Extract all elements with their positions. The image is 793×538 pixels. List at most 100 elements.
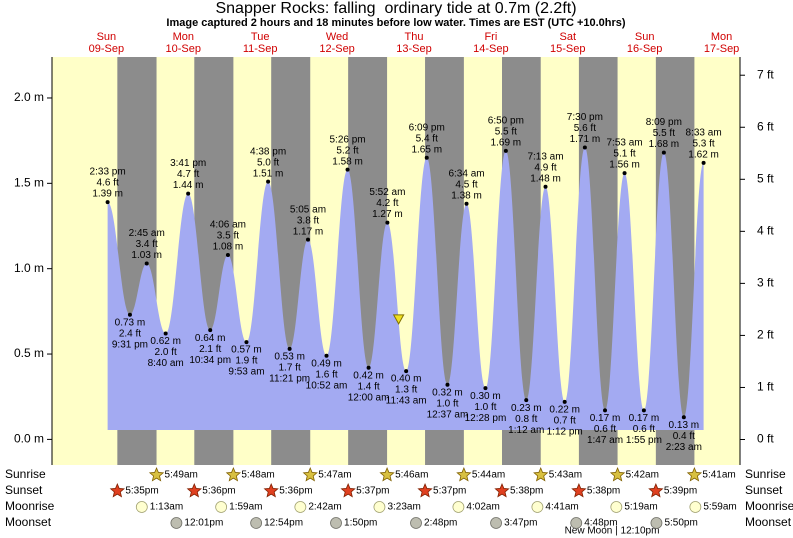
tide-height-ft: 3.8 ft (297, 215, 319, 226)
moonrise-icon (294, 501, 307, 513)
tide-time: 5:05 am (290, 204, 326, 215)
tide-point (445, 382, 450, 387)
day-date: 16-Sep (627, 43, 662, 55)
sunrise-icon (379, 466, 395, 482)
moonrise-time: 2:42am (308, 502, 341, 513)
tide-time: 6:09 pm (409, 122, 445, 133)
tide-height-ft: 2.4 ft (119, 328, 141, 339)
y2-tick-label: 5 ft (757, 171, 774, 185)
tide-height-m: 1.44 m (173, 180, 204, 191)
tide-point (701, 160, 706, 165)
row-label-left: Sunset (5, 483, 43, 497)
tide-height-m: 0.64 m (195, 333, 226, 344)
sunset-icon (340, 482, 356, 498)
tide-time: 2:23 am (666, 442, 702, 453)
tide-point (345, 167, 350, 172)
moonrise-time: 4:41am (545, 502, 578, 513)
tide-time: 10:34 pm (189, 355, 231, 366)
day-date: 15-Sep (550, 43, 585, 55)
row-label-left: Sunrise (5, 467, 46, 481)
tide-point (543, 184, 548, 189)
tide-point (641, 408, 646, 413)
tide-height-m: 0.17 m (629, 413, 660, 424)
tide-point (464, 201, 469, 206)
tide-time: 8:33 am (686, 127, 722, 138)
tide-point (266, 179, 271, 184)
tide-height-ft: 4.6 ft (96, 178, 118, 189)
sunrise-time: 5:42am (626, 470, 659, 481)
tide-point (287, 346, 292, 351)
tide-height-ft: 4.9 ft (534, 162, 556, 173)
tide-height-m: 0.40 m (391, 374, 422, 385)
sunrise-time: 5:44am (472, 470, 505, 481)
tide-height-ft: 5.6 ft (574, 123, 596, 134)
moonrise-icon (135, 501, 148, 513)
tide-point (483, 386, 488, 391)
moonset-icon (570, 517, 583, 529)
sunset-time: 5:35pm (125, 486, 158, 497)
tide-point (562, 399, 567, 404)
tide-height-ft: 0.7 ft (554, 415, 576, 426)
tide-height-m: 0.17 m (590, 413, 621, 424)
moonrise-icon (689, 501, 702, 513)
sunset-icon (648, 482, 664, 498)
tide-height-ft: 5.0 ft (257, 157, 279, 168)
tide-height-ft: 5.5 ft (495, 127, 517, 138)
tide-height-ft: 5.3 ft (692, 138, 714, 149)
sunset-icon (186, 482, 202, 498)
tide-height-ft: 4.7 ft (177, 169, 199, 180)
moonset-time: 12:01pm (184, 518, 223, 529)
moonrise-icon (452, 501, 465, 513)
moonrise-time: 3:23am (387, 502, 420, 513)
tide-height-ft: 4.2 ft (376, 198, 398, 209)
moonrise-time: 5:59am (703, 502, 736, 513)
y2-tick-label: 1 ft (757, 380, 774, 394)
tide-height-ft: 2.0 ft (155, 347, 177, 358)
tide-height-m: 1.51 m (253, 168, 284, 179)
sunrise-icon (148, 466, 165, 482)
sunrise-icon (533, 466, 549, 482)
tide-time: 12:28 pm (465, 413, 507, 424)
tide-time: 8:09 pm (646, 117, 682, 128)
tide-height-m: 0.23 m (511, 403, 542, 414)
tide-point (503, 148, 508, 153)
moonrise-icon (215, 501, 228, 513)
day-name: Sat (560, 31, 577, 43)
sunset-time: 5:37pm (356, 486, 389, 497)
tide-area (107, 147, 704, 430)
tide-height-ft: 0.8 ft (515, 414, 537, 425)
tide-height-m: 0.22 m (549, 404, 580, 415)
tide-height-m: 0.30 m (470, 391, 501, 402)
sunset-time: 5:36pm (279, 486, 312, 497)
tide-height-m: 0.32 m (432, 387, 463, 398)
day-date: 11-Sep (243, 43, 278, 55)
tide-height-m: 0.73 m (115, 317, 146, 328)
tide-height-ft: 0.6 ft (594, 424, 616, 435)
sunset-time: 5:39pm (664, 486, 697, 497)
tide-point (244, 340, 249, 345)
moonrise-time: 5:19am (624, 502, 657, 513)
day-name: Wed (326, 31, 348, 43)
tide-point (603, 408, 608, 413)
tide-height-m: 1.48 m (530, 173, 561, 184)
moonset-time: 3:47pm (504, 518, 537, 529)
moonrise-icon (610, 501, 623, 513)
tide-time: 4:38 pm (250, 146, 286, 157)
tide-point (186, 191, 191, 196)
tide-point (385, 220, 390, 225)
tide-height-m: 0.53 m (274, 352, 305, 363)
tide-height-m: 1.68 m (649, 139, 680, 150)
chart-subtitle: Image captured 2 hours and 18 minutes be… (166, 17, 626, 29)
tide-time: 8:40 am (148, 358, 184, 369)
tide-time: 4:06 am (210, 220, 246, 231)
tide-height-ft: 2.1 ft (199, 344, 221, 355)
current-level (392, 314, 405, 325)
tide-height-m: 0.49 m (311, 358, 342, 369)
moonset-time: 4:48pm (584, 518, 617, 529)
tide-height-ft: 1.3 ft (395, 385, 417, 396)
tide-point (144, 261, 149, 266)
tide-time: 1:47 am (587, 435, 623, 446)
moonset-time: 12:54pm (264, 518, 303, 529)
tide-height-m: 1.03 m (131, 250, 162, 261)
